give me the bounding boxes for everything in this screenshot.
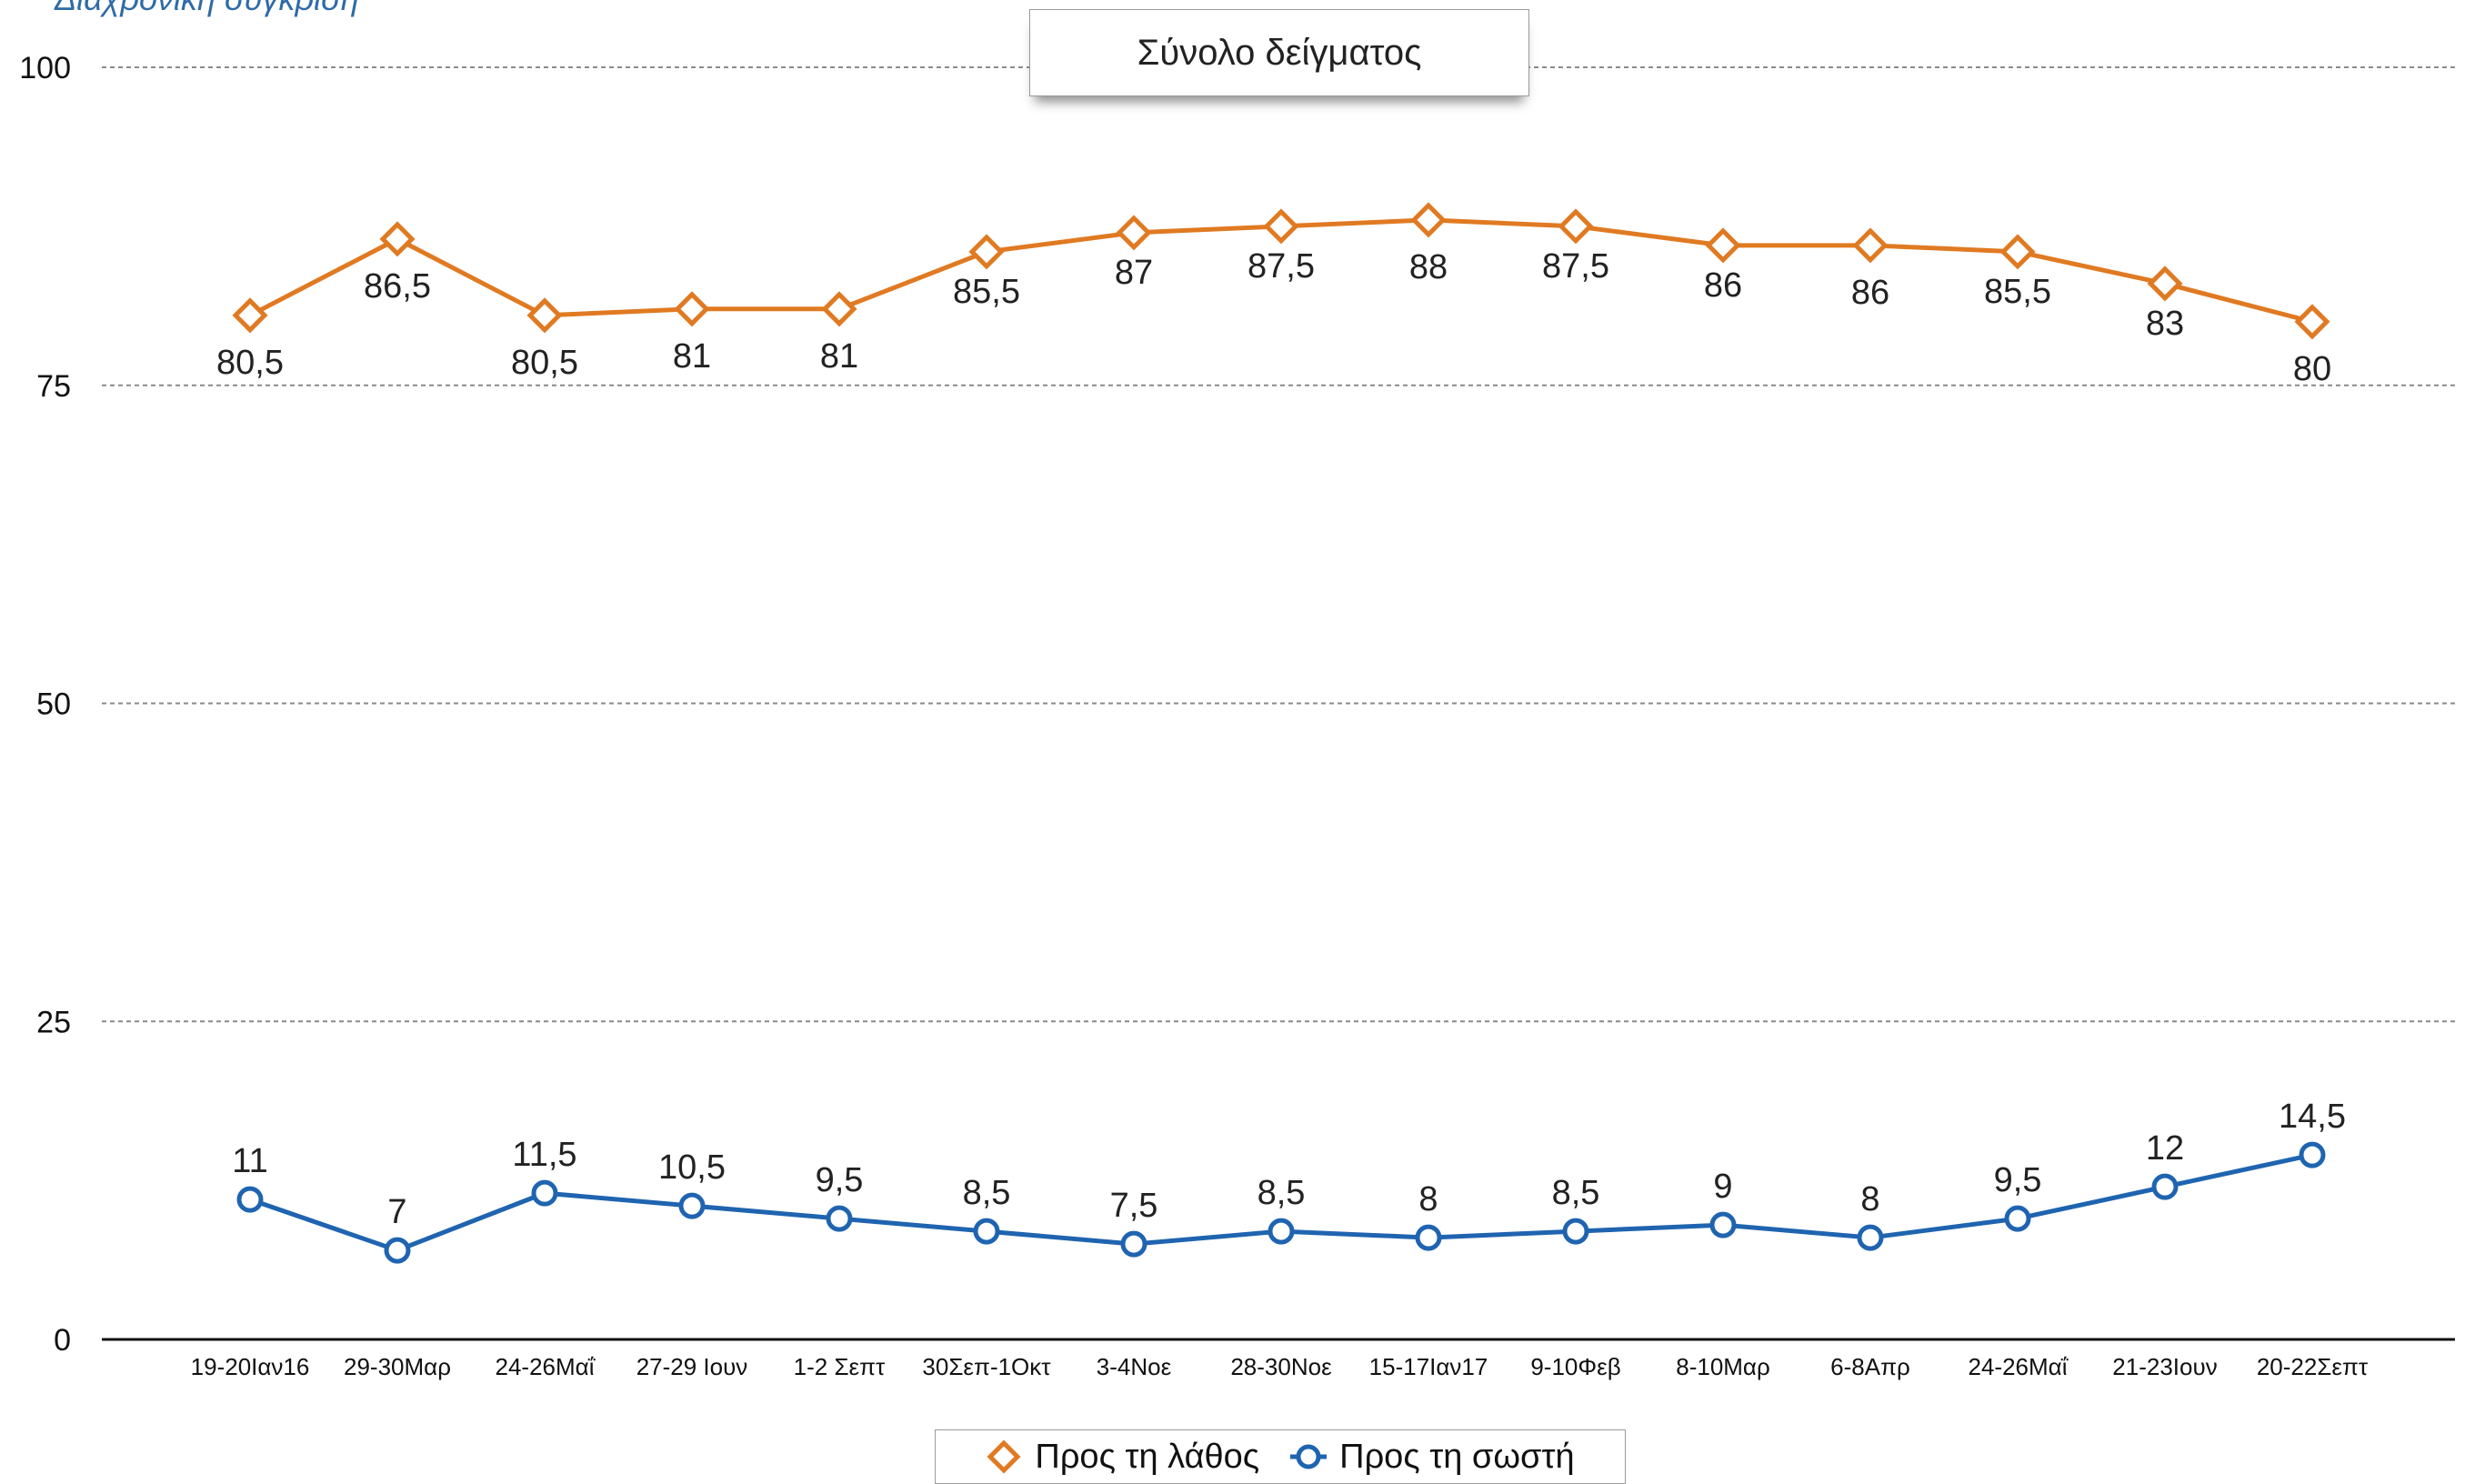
legend-label-right: Προς τη σωστή (1339, 1437, 1575, 1476)
x-tick-label: 6-8Απρ (1830, 1353, 1910, 1380)
data-point (674, 291, 710, 327)
legend: Προς τη λάθος Προς τη σωστή (935, 1429, 1626, 1484)
data-label: 85,5 (953, 273, 1020, 311)
circle-marker-icon (1290, 1444, 1328, 1469)
data-point (821, 291, 857, 327)
x-tick-label: 24-26Μαΐ (1969, 1353, 2069, 1380)
data-point (678, 1192, 706, 1219)
data-label: 86 (1704, 266, 1742, 305)
data-point (379, 221, 416, 257)
y-tick-label: 25 (36, 1005, 71, 1039)
data-point (2299, 1141, 2326, 1168)
data-point (968, 234, 1005, 270)
data-point (531, 1179, 558, 1207)
data-point (1263, 208, 1299, 245)
y-tick-label: 100 (19, 51, 71, 85)
data-label: 80,5 (216, 344, 284, 382)
x-tick-label: 30Σεπ-1Οκτ (922, 1353, 1051, 1380)
data-point (1857, 1224, 1884, 1251)
x-tick-label: 29-30Μαρ (344, 1353, 451, 1380)
x-tick-label: 9-10Φεβ (1530, 1353, 1620, 1380)
data-label: 9,5 (816, 1161, 864, 1199)
data-point (1705, 227, 1741, 264)
data-point (1116, 215, 1152, 251)
series-wrong: 80,5 86,5 80,5 81 81 85,5 87 87,5 88 87,5 86 86 85,5… (216, 202, 2331, 388)
data-label: 8,5 (963, 1174, 1011, 1212)
data-label: 83 (2146, 305, 2184, 343)
data-label: 7 (387, 1193, 406, 1231)
data-label: 87 (1115, 254, 1153, 292)
data-label: 85,5 (1984, 273, 2051, 311)
legend-item-wrong: Προς τη λάθος (986, 1438, 1259, 1477)
data-point (1852, 227, 1889, 264)
data-label: 8 (1418, 1180, 1438, 1218)
data-point (526, 297, 563, 334)
data-label: 11 (232, 1142, 267, 1180)
data-point (1120, 1230, 1147, 1258)
x-tick-label: 24-26Μαΐ (496, 1353, 596, 1380)
data-point (2004, 1205, 2031, 1232)
data-label: 7,5 (1110, 1187, 1158, 1225)
chart-title: Σύνολο δείγματος (1029, 9, 1529, 96)
data-label: 14,5 (2279, 1098, 2346, 1136)
data-label: 81 (820, 337, 858, 376)
y-tick-label: 50 (36, 687, 71, 722)
data-point (1268, 1218, 1295, 1245)
data-point (232, 297, 268, 334)
x-tick-label: 21-23Ιουν (2112, 1353, 2217, 1380)
diamond-marker-icon (987, 1439, 1021, 1474)
data-label: 8 (1860, 1180, 1879, 1218)
data-label: 81 (673, 337, 711, 376)
data-label: 10,5 (658, 1148, 726, 1187)
x-tick-label: 19-20Ιαν16 (191, 1353, 310, 1380)
data-label: 87,5 (1542, 247, 1609, 286)
y-axis-ticks: 0 25 50 75 100 (19, 51, 71, 1358)
x-tick-label: 1-2 Σεπτ (794, 1353, 886, 1380)
x-tick-label: 28-30Νοε (1230, 1353, 1332, 1380)
y-tick-label: 75 (36, 369, 71, 404)
data-label: 86 (1851, 274, 1889, 312)
x-tick-label: 3-4Νοε (1097, 1353, 1172, 1380)
data-point (1999, 234, 2036, 270)
x-axis: 19-20Ιαν16 29-30Μαρ 24-26Μαΐ 27-29 Ιουν 1-2 … (102, 1338, 2455, 1380)
data-point (973, 1218, 1000, 1245)
data-label: 8,5 (1258, 1174, 1306, 1212)
data-point (2151, 1173, 2179, 1200)
data-point (1410, 202, 1447, 238)
data-label: 80 (2293, 350, 2331, 388)
data-label: 87,5 (1248, 247, 1315, 286)
data-point (1415, 1224, 1442, 1251)
data-point (1558, 208, 1594, 245)
data-label: 12 (2146, 1129, 2184, 1168)
y-tick-label: 0 (54, 1323, 71, 1358)
data-label: 86,5 (364, 267, 431, 306)
data-point (236, 1186, 264, 1213)
data-point (2294, 304, 2330, 340)
data-point (384, 1237, 411, 1264)
data-label: 9 (1713, 1168, 1732, 1206)
x-tick-label: 15-17Ιαν17 (1369, 1353, 1488, 1380)
x-tick-label: 8-10Μαρ (1676, 1353, 1770, 1380)
x-tick-label: 27-29 Ιουν (636, 1353, 748, 1380)
data-label: 80,5 (511, 344, 578, 382)
data-point (826, 1205, 853, 1232)
data-point (1709, 1211, 1737, 1238)
legend-item-right: Προς τη σωστή (1290, 1438, 1575, 1477)
grid-lines (102, 66, 2455, 1023)
data-label: 11,5 (512, 1136, 576, 1174)
data-point (2147, 266, 2183, 302)
data-label: 88 (1409, 248, 1448, 286)
chart-subtitle: Διαχρονική σύγκριση (55, 0, 359, 18)
x-tick-label: 20-22Σεπτ (2257, 1353, 2369, 1380)
data-label: 8,5 (1552, 1174, 1600, 1212)
legend-label-wrong: Προς τη λάθος (1035, 1437, 1260, 1476)
data-label: 9,5 (1994, 1161, 2042, 1199)
data-point (1562, 1218, 1589, 1245)
series-right: 11 7 11,5 10,5 9,5 8,5 7,5 8,5 8 8,5 9 8 9,5 12 14,5 (232, 1098, 2346, 1264)
